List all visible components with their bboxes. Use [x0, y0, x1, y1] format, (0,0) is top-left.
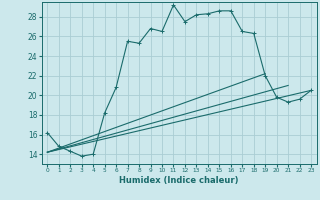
X-axis label: Humidex (Indice chaleur): Humidex (Indice chaleur) [119, 176, 239, 185]
